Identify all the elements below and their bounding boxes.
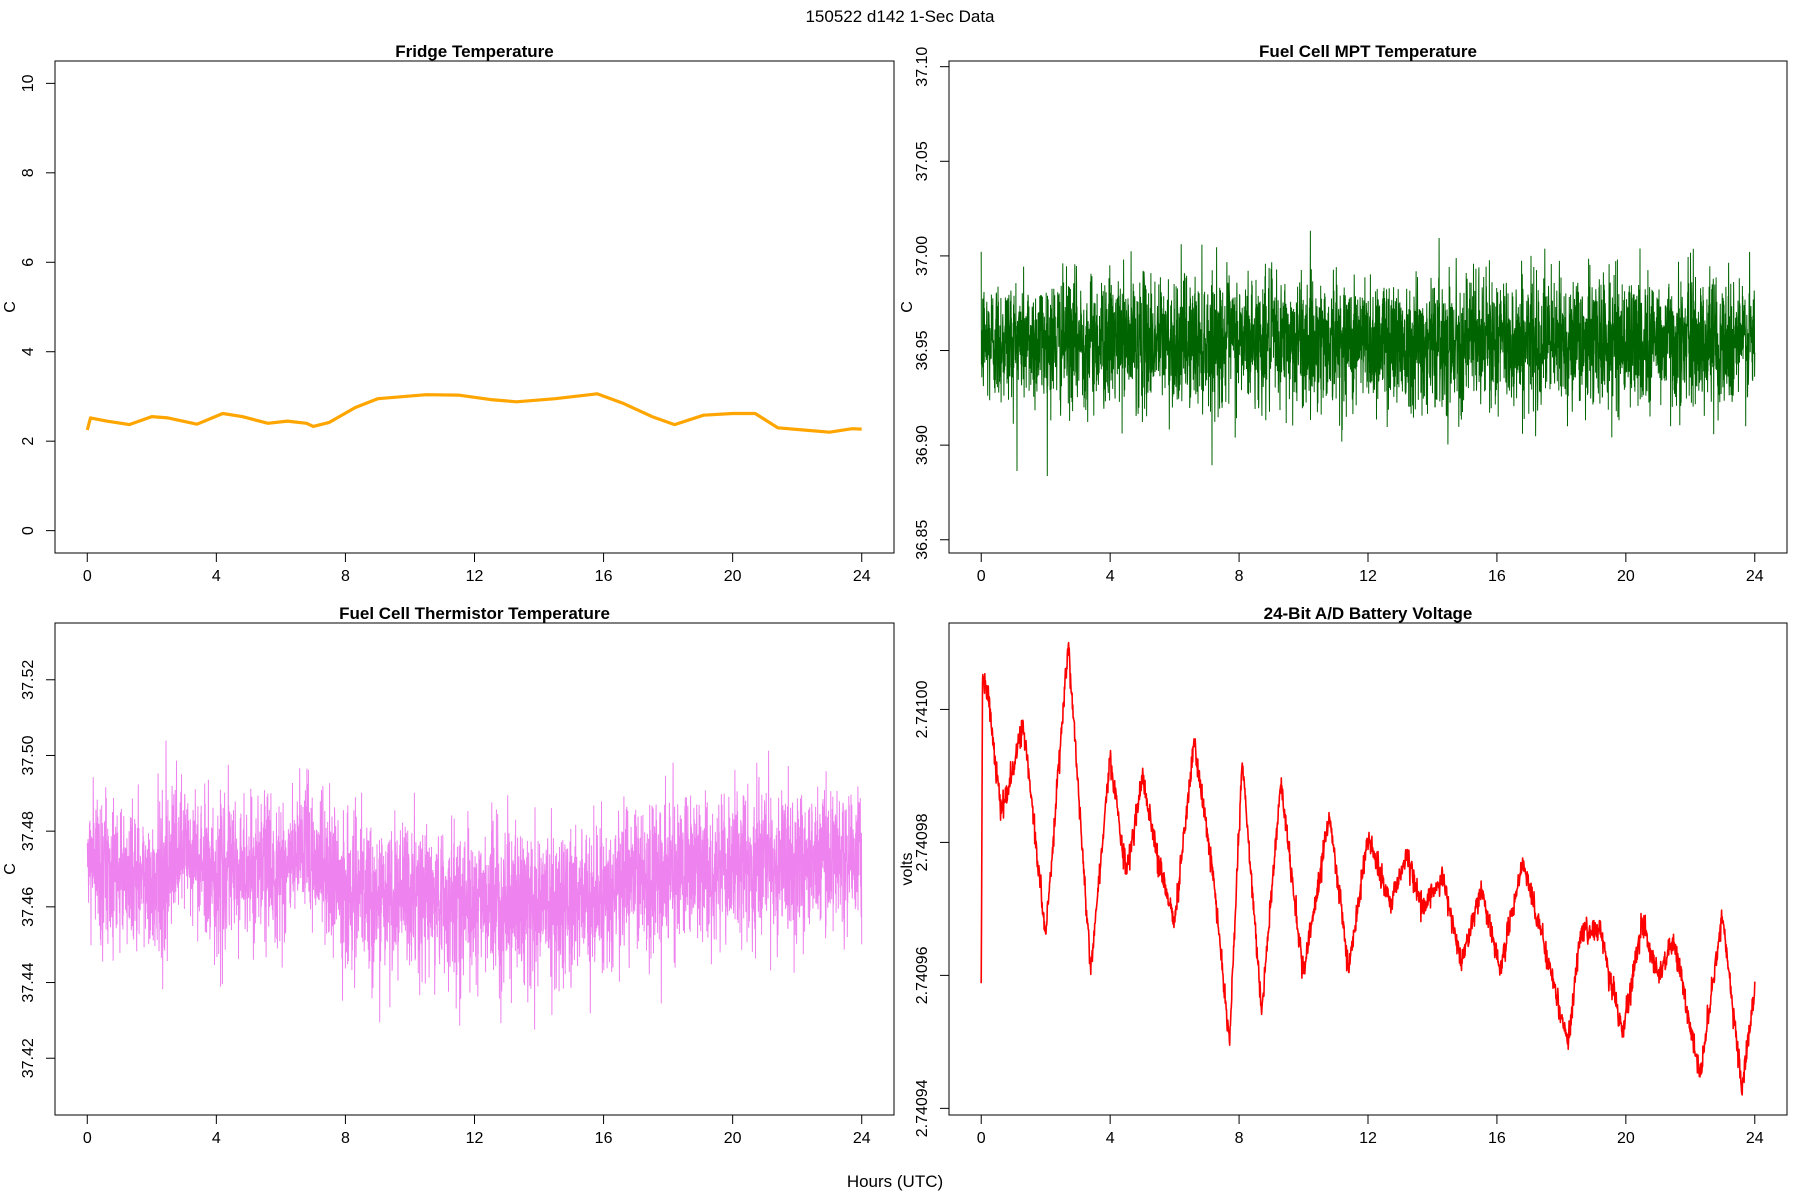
fridge-plot-frame	[54, 60, 895, 554]
mpt-x-tick-label: 12	[1359, 568, 1377, 585]
thermistor-y-tick-label: 37.46	[20, 887, 37, 927]
fridge-series-line	[85, 392, 862, 434]
thermistor-y-tick-label: 37.48	[20, 811, 37, 851]
thermistor-title: Fuel Cell Thermistor Temperature	[339, 604, 610, 623]
thermistor-y-axis-label: C	[2, 863, 19, 875]
mpt-y-tick-label: 36.85	[914, 520, 931, 560]
battery-x-tick-label: 8	[1235, 1130, 1244, 1147]
battery-x-tick-label: 20	[1617, 1130, 1635, 1147]
fridge-y-tick-label: 6	[20, 258, 37, 267]
fridge-x-tick-label: 8	[341, 568, 350, 585]
fridge-y-tick-label: 2	[20, 437, 37, 446]
mpt-x-tick-label: 20	[1617, 568, 1635, 585]
battery-x-tick-label: 12	[1359, 1130, 1377, 1147]
fridge-y-tick-label: 4	[20, 347, 37, 356]
mpt-x-tick-label: 24	[1746, 568, 1764, 585]
battery-x-tick-label: 16	[1488, 1130, 1506, 1147]
fridge-x-tick-label: 16	[595, 568, 613, 585]
fridge-x-tick-label: 4	[212, 568, 221, 585]
battery-y-tick-label: 2.74100	[914, 680, 931, 738]
mpt-x-tick-label: 8	[1235, 568, 1244, 585]
fridge-y-axis-label: C	[2, 301, 19, 313]
thermistor-x-tick-label: 8	[341, 1130, 350, 1147]
battery-x-tick-label: 4	[1106, 1130, 1115, 1147]
thermistor-y-tick-label: 37.50	[20, 735, 37, 775]
fridge-y-tick-label: 0	[20, 526, 37, 535]
mpt-y-tick-label: 37.10	[914, 47, 931, 87]
thermistor-x-tick-label: 12	[466, 1130, 484, 1147]
panel-mpt: Fuel Cell MPT Temperature 0 4 8 12 16 20 24 36.8…	[899, 42, 1788, 585]
mpt-y-tick-label: 37.05	[914, 141, 931, 181]
battery-title: 24-Bit A/D Battery Voltage	[1264, 604, 1473, 623]
mpt-y-tick-label: 36.95	[914, 330, 931, 370]
mpt-x-tick-label: 0	[977, 568, 986, 585]
battery-plot-frame	[948, 622, 1788, 1116]
fridge-x-tick-label: 24	[853, 568, 871, 585]
mpt-x-tick-label: 16	[1488, 568, 1506, 585]
thermistor-x-tick-label: 20	[724, 1130, 742, 1147]
thermistor-x-tick-label: 4	[212, 1130, 221, 1147]
mpt-x-tick-label: 4	[1106, 568, 1115, 585]
figure-title: 150522 d142 1-Sec Data	[805, 7, 995, 26]
fridge-x-tick-label: 20	[724, 568, 742, 585]
battery-y-tick-label: 2.74098	[914, 813, 931, 871]
fridge-y-tick-label: 10	[20, 74, 37, 92]
mpt-series-line	[980, 230, 1756, 477]
panel-thermistor: Fuel Cell Thermistor Temperature 0 4 8 12 16 2…	[2, 604, 895, 1147]
figure-xlabel: Hours (UTC)	[847, 1172, 943, 1191]
mpt-y-tick-label: 36.90	[914, 425, 931, 465]
thermistor-y-tick-label: 37.52	[20, 660, 37, 700]
thermistor-x-tick-label: 24	[853, 1130, 871, 1147]
battery-x-tick-label: 24	[1746, 1130, 1764, 1147]
thermistor-x-tick-label: 0	[83, 1130, 92, 1147]
mpt-y-tick-label: 37.00	[914, 236, 931, 276]
thermistor-series-line	[86, 740, 863, 1030]
battery-y-tick-label: 2.74094	[914, 1079, 931, 1137]
thermistor-x-tick-label: 16	[595, 1130, 613, 1147]
fridge-x-tick-label: 12	[466, 568, 484, 585]
battery-y-tick-label: 2.74096	[914, 946, 931, 1004]
thermistor-y-tick-label: 37.42	[20, 1038, 37, 1078]
thermistor-y-tick-label: 37.44	[20, 962, 37, 1002]
mpt-y-axis-label: C	[899, 301, 916, 313]
battery-x-tick-label: 0	[977, 1130, 986, 1147]
fridge-title: Fridge Temperature	[395, 42, 553, 61]
fridge-x-tick-label: 0	[83, 568, 92, 585]
fridge-y-tick-label: 8	[20, 168, 37, 177]
panel-battery: 24-Bit A/D Battery Voltage 0 4 8 12 16 20 24 2.7…	[899, 604, 1788, 1147]
mpt-title: Fuel Cell MPT Temperature	[1259, 42, 1477, 61]
battery-y-axis-label: volts	[899, 853, 916, 886]
battery-series-line	[980, 641, 1756, 1096]
